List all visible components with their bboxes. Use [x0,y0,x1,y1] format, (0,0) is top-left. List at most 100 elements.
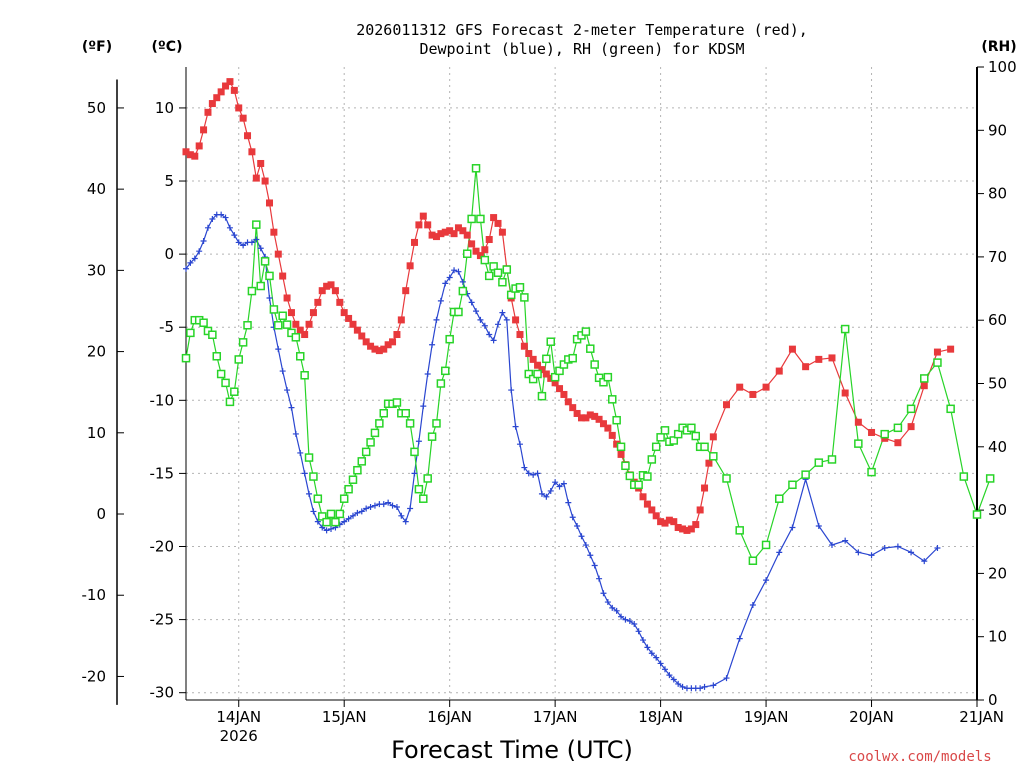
temperature-point [687,525,695,533]
series-lines [185,80,991,689]
rh-point [537,391,547,401]
rh-point [199,318,208,327]
fahrenheit-tick-label: -10 [82,586,107,604]
rh-point [520,293,529,302]
temperature-point [709,433,717,441]
temperature-point [358,332,366,340]
dewpoint-point [398,512,405,519]
fahrenheit-axis-unit: (ºF) [82,39,112,55]
temperature-point [573,409,581,417]
dewpoint-point [288,404,295,411]
rh-point [616,442,626,452]
celsius-tick-label: -10 [150,391,175,409]
series-markers [181,78,995,692]
rh-point [181,353,191,363]
dewpoint-point [499,309,506,316]
celsius-tick-label: -5 [159,318,174,336]
rh-point [427,432,437,441]
temperature-point [292,320,300,328]
temperature-point [200,126,208,134]
chart-title-line-2: Dewpoint (blue), RH (green) for KDSM [419,40,744,58]
x-tick-label: 18JAN [638,708,683,726]
rh-point [335,509,345,519]
dewpoint-point [424,370,431,377]
dewpoint-point [200,237,207,244]
dewpoint-point [565,499,572,506]
temperature-point [182,148,190,156]
dewpoint-point [196,248,203,255]
rh-point [322,517,331,527]
rh-point [269,305,279,314]
rh-point [247,286,257,296]
temperature-point [327,281,335,289]
temperature-point [230,86,238,94]
x-tick-sublabel: 2026 [220,727,258,745]
dewpoint-point [763,577,770,584]
dewpoint-point [292,430,299,437]
temperature-point [204,108,212,116]
rh-point [634,480,643,490]
dewpoint-point [367,504,374,511]
rh-point [608,395,617,404]
dewpoint-point [622,616,629,623]
temperature-point [542,370,550,378]
dewpoint-point [516,441,523,448]
dewpoint-point [653,654,660,661]
rh-tick-label: 90 [988,121,1007,139]
temperature-point [367,342,375,350]
temperature-point [261,177,269,185]
temperature-point [538,366,546,374]
temperature-point [841,389,849,397]
temperature-point [380,345,388,353]
rh-point [775,494,784,503]
dewpoint-point [248,239,255,246]
rh-point [506,290,516,300]
fahrenheit-tick-label: 40 [87,180,106,198]
temperature-point [639,493,647,501]
rh-point [748,556,758,565]
temperature-point [485,236,493,244]
dewpoint-point [218,211,225,218]
temperature-point [222,82,230,90]
rh-point [722,474,731,483]
temperature-point [318,287,326,295]
celsius-tick-label: 10 [155,99,174,117]
temperature-point [441,228,449,236]
temperature-point [384,341,392,349]
temperature-point [283,294,291,302]
temperature-point [191,152,199,160]
temperature-point [520,342,528,350]
rh-point [370,428,380,438]
temperature-point [270,228,278,236]
rh-point [462,249,472,258]
temperature-point [494,219,502,227]
fahrenheit-tick-label: 0 [96,505,106,523]
temperature-point [498,228,506,236]
dewpoint-point [393,504,400,511]
dewpoint-point [591,562,598,569]
temperature-point [419,212,427,220]
x-tick-label: 15JAN [322,708,367,726]
dewpoint-point [235,239,242,246]
dewpoint-point [626,618,633,625]
temperature-point [736,383,744,391]
rh-point [445,334,454,344]
temperature-point [907,423,915,431]
dewpoint-point [503,316,510,323]
rh-point [366,438,375,447]
temperature-point [208,100,216,108]
dewpoint-point [187,259,194,266]
axis-ticks: 1050-5-10-15-20-25-3050403020100-10-2010… [82,58,1017,745]
plot-frame [116,67,978,705]
dewpoint-point [349,512,356,519]
temperature-point [257,159,265,167]
dewpoint-point [547,487,554,494]
dewpoint-point [231,232,238,239]
x-tick-label: 20JAN [849,708,894,726]
dewpoint-point [556,483,563,490]
temperature-point [309,309,317,317]
temperature-point [472,247,480,255]
rh-point [375,419,384,428]
dewpoint-point [319,524,326,531]
rh-point [216,369,226,379]
